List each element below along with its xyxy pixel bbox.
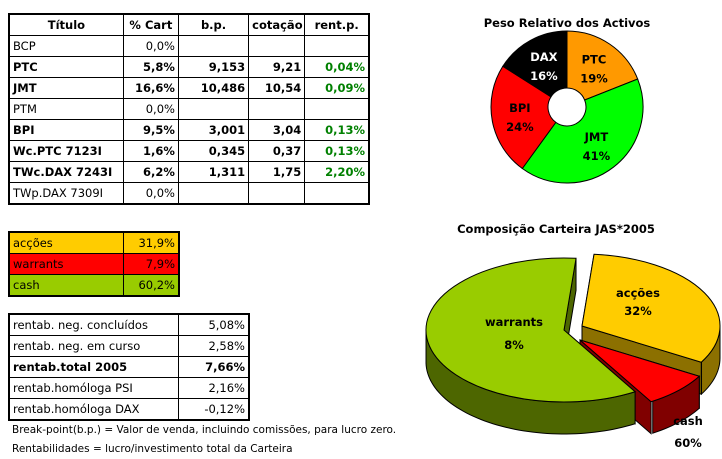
holding-row: PTC 5,8% 9,153 9,21 0,04% bbox=[8, 56, 370, 78]
holding-rent: 0,13% bbox=[304, 119, 370, 141]
allocation-table: acções 31,9% warrants 7,9% cash 60,2% bbox=[8, 231, 180, 297]
holding-bp: 1,311 bbox=[177, 161, 250, 183]
allocation-row: cash 60,2% bbox=[8, 274, 180, 297]
holding-rent: 0,04% bbox=[304, 56, 370, 78]
holding-row: JMT 16,6% 10,486 10,54 0,09% bbox=[8, 77, 370, 99]
holding-row: TWc.DAX 7243I 6,2% 1,311 1,75 2,20% bbox=[8, 161, 370, 183]
allocation-value: 60,2% bbox=[122, 274, 180, 297]
returns-label: rentab.homóloga PSI bbox=[8, 377, 179, 399]
donut-label-percent: 24% bbox=[506, 120, 534, 134]
holding-row: PTM 0,0% bbox=[8, 98, 370, 120]
holding-cot: 9,21 bbox=[248, 56, 306, 78]
header-cart: % Cart bbox=[122, 13, 179, 36]
donut-label-percent: 16% bbox=[530, 69, 558, 83]
holding-cart: 5,8% bbox=[122, 56, 179, 78]
holding-row: Wc.PTC 7123I 1,6% 0,345 0,37 0,13% bbox=[8, 140, 370, 162]
holding-rent: 2,20% bbox=[304, 161, 370, 183]
pie3d-label-percent: 32% bbox=[624, 304, 652, 318]
holding-titulo: TWc.DAX 7243I bbox=[8, 161, 124, 183]
allocation-row: warrants 7,9% bbox=[8, 253, 180, 275]
donut-label-category: JMT bbox=[584, 130, 609, 144]
holding-bp: 9,153 bbox=[177, 56, 250, 78]
holding-bp bbox=[177, 182, 250, 205]
holding-titulo: TWp.DAX 7309I bbox=[8, 182, 124, 205]
pie3d-label-percent: 60% bbox=[674, 436, 702, 450]
returns-row: rentab. neg. concluídos 5,08% bbox=[8, 313, 250, 336]
donut-chart: PTC 19% JMT 41% BPI 24% DAX 16% bbox=[490, 30, 644, 184]
note-rentabilidades: Rentabilidades = lucro/investimento tota… bbox=[12, 443, 293, 455]
returns-table: rentab. neg. concluídos 5,08% rentab. neg.… bbox=[8, 313, 250, 421]
holding-cart: 0,0% bbox=[122, 182, 179, 205]
holding-titulo: Wc.PTC 7123I bbox=[8, 140, 124, 162]
holding-titulo: JMT bbox=[8, 77, 124, 99]
holding-cart: 6,2% bbox=[122, 161, 179, 183]
donut-label-percent: 19% bbox=[580, 71, 608, 85]
pie3d-chart-title: Composição Carteira JAS*2005 bbox=[457, 222, 655, 236]
allocation-label: warrants bbox=[8, 253, 124, 275]
pie3d-label-percent: 8% bbox=[504, 338, 524, 352]
donut-label-category: PTC bbox=[582, 52, 607, 66]
returns-row: rentab.homóloga PSI 2,16% bbox=[8, 377, 250, 399]
pie3d-slice-cash bbox=[425, 257, 637, 403]
holding-titulo: PTC bbox=[8, 56, 124, 78]
holding-cart: 1,6% bbox=[122, 140, 179, 162]
holding-bp: 3,001 bbox=[177, 119, 250, 141]
holding-row: BPI 9,5% 3,001 3,04 0,13% bbox=[8, 119, 370, 141]
donut-slice-dax bbox=[502, 30, 568, 98]
holding-cart: 16,6% bbox=[122, 77, 179, 99]
donut-slice-jmt bbox=[521, 78, 644, 184]
holding-cot: 10,54 bbox=[248, 77, 306, 99]
pie3d-label-category: cash bbox=[673, 414, 703, 428]
allocation-label: cash bbox=[8, 274, 124, 297]
returns-value: 2,16% bbox=[177, 377, 250, 399]
holding-bp: 10,486 bbox=[177, 77, 250, 99]
pie3d-slice-warrants bbox=[579, 339, 701, 403]
allocation-value: 7,9% bbox=[122, 253, 180, 275]
donut-label-category: BPI bbox=[509, 101, 530, 115]
pie3d-label-category: warrants bbox=[485, 315, 543, 329]
returns-row: rentab.homóloga DAX -0,12% bbox=[8, 398, 250, 421]
holding-row: TWp.DAX 7309I 0,0% bbox=[8, 182, 370, 205]
returns-label: rentab. neg. concluídos bbox=[8, 313, 179, 336]
holding-bp: 0,345 bbox=[177, 140, 250, 162]
note-break-point: Break-point(b.p.) = Valor de venda, incl… bbox=[12, 424, 397, 436]
pie3d-slice-acções bbox=[581, 253, 721, 363]
donut-slice-bpi bbox=[490, 65, 557, 170]
returns-value: -0,12% bbox=[177, 398, 250, 421]
holding-rent: 0,13% bbox=[304, 140, 370, 162]
donut-slice-ptc bbox=[566, 30, 639, 101]
holding-rent bbox=[304, 182, 370, 205]
holdings-table: Título % Cart b.p. cotação rent.p. BCP 0,… bbox=[8, 13, 370, 205]
pie3d-chart: acções 32% warrants 8% cash 60% bbox=[425, 253, 721, 450]
donut-label-percent: 41% bbox=[583, 149, 611, 163]
pie3d-label-category: acções bbox=[616, 286, 660, 300]
header-rent: rent.p. bbox=[304, 13, 370, 36]
donut-label-category: DAX bbox=[530, 50, 557, 64]
allocation-label: acções bbox=[8, 231, 124, 254]
holdings-header-row: Título % Cart b.p. cotação rent.p. bbox=[8, 13, 370, 36]
donut-chart-title: Peso Relativo dos Activos bbox=[484, 16, 651, 30]
